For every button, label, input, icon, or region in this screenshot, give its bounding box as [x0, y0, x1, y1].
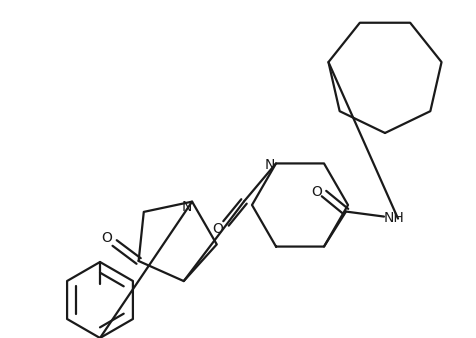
Text: N: N [265, 159, 275, 172]
Text: O: O [101, 231, 112, 245]
Text: O: O [213, 222, 223, 236]
Text: NH: NH [384, 211, 405, 224]
Text: O: O [312, 185, 322, 198]
Text: N: N [182, 200, 192, 214]
